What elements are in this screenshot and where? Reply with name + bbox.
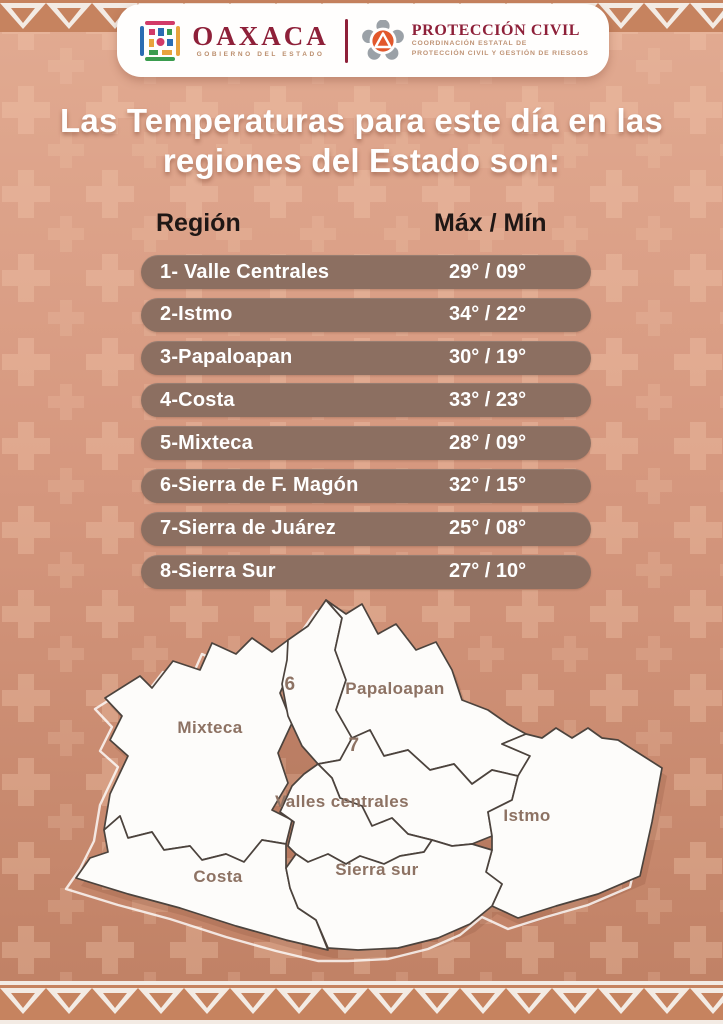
map-label-juarez: 7 [349, 735, 360, 756]
table-row: 6-Sierra de F. Magón 32° / 15° [141, 468, 591, 503]
row-temps-value: 28° / 09° [449, 431, 527, 454]
row-region-label: 6-Sierra de F. Magón [160, 474, 359, 497]
map-region-mixteca [103, 637, 293, 863]
row-region-label: 8-Sierra Sur [160, 560, 276, 583]
map-label-mixteca: Mixteca [177, 718, 242, 737]
page-title-line1: Las Temperaturas para este día en las [60, 102, 663, 139]
column-header-temps: Máx / Mín [434, 209, 547, 237]
oaxaca-map: 6 Papaloapan Mixteca 7 Valles centrales … [64, 599, 667, 963]
table-row: 8-Sierra Sur 27° / 10° [141, 554, 591, 589]
bottom-greca-border [0, 981, 723, 1024]
page-title: Las Temperaturas para este día en las re… [0, 101, 723, 181]
oaxaca-tagline: GOBIERNO DEL ESTADO [196, 51, 325, 58]
table-row: 4-Costa 33° / 23° [141, 383, 591, 418]
row-temps-value: 25° / 08° [449, 517, 527, 540]
oaxaca-wordmark: OAXACA [192, 21, 329, 51]
map-label-istmo: Istmo [503, 806, 550, 825]
row-region-label: 5-Mixteca [160, 431, 253, 454]
proteccion-civil-logo: PROTECCIÓN CIVIL COORDINACIÓN ESTATAL DE… [361, 19, 589, 62]
map-region-sierra-sur [285, 839, 503, 951]
row-temps-value: 33° / 23° [449, 388, 527, 411]
map-label-sierra-sur: Sierra sur [335, 860, 418, 879]
map-label-papaloapan: Papaloapan [345, 679, 444, 698]
table-row: 2-Istmo 34° / 22° [141, 297, 591, 332]
pc-title: PROTECCIÓN CIVIL [411, 21, 581, 39]
row-temps-value: 27° / 10° [449, 560, 527, 583]
pc-subtitle-line2: PROTECCIÓN CIVIL Y GESTIÓN DE RIESGOS [411, 50, 589, 57]
row-temps-value: 34° / 22° [449, 303, 527, 326]
row-region-label: 1- Valle Centrales [160, 260, 330, 283]
pc-subtitle-line1: COORDINACIÓN ESTATAL DE [411, 39, 528, 47]
oaxaca-emblem-icon [140, 20, 181, 61]
table-row: 1- Valle Centrales 29° / 09° [141, 255, 591, 289]
header-card: OAXACA GOBIERNO DEL ESTADO PROTECCIÓN CI… [117, 4, 609, 77]
proteccion-civil-emblem-icon [361, 19, 404, 60]
map-region-istmo [485, 727, 663, 919]
table-row: 5-Mixteca 28° / 09° [141, 426, 591, 461]
row-temps-value: 32° / 15° [449, 474, 527, 497]
row-region-label: 7-Sierra de Juárez [160, 517, 336, 540]
map-label-magon: 6 [285, 674, 296, 695]
logo-divider [344, 18, 348, 63]
map-label-costa: Costa [193, 867, 242, 886]
oaxaca-logo: OAXACA GOBIERNO DEL ESTADO [137, 18, 329, 64]
map-label-valles-centrales: Valles centrales [275, 792, 409, 811]
page-title-line2: regiones del Estado son: [162, 142, 561, 179]
row-temps-value: 30° / 19° [449, 346, 527, 369]
temperature-table: 1- Valle Centrales 29° / 09° 2-Istmo 34°… [141, 255, 591, 589]
row-region-label: 2-Istmo [160, 303, 233, 326]
table-row: 3-Papaloapan 30° / 19° [141, 340, 591, 375]
table-row: 7-Sierra de Juárez 25° / 08° [141, 511, 591, 546]
column-header-region: Región [156, 209, 241, 237]
row-region-label: 3-Papaloapan [160, 346, 293, 369]
row-region-label: 4-Costa [160, 388, 235, 411]
row-temps-value: 29° / 09° [449, 260, 527, 283]
